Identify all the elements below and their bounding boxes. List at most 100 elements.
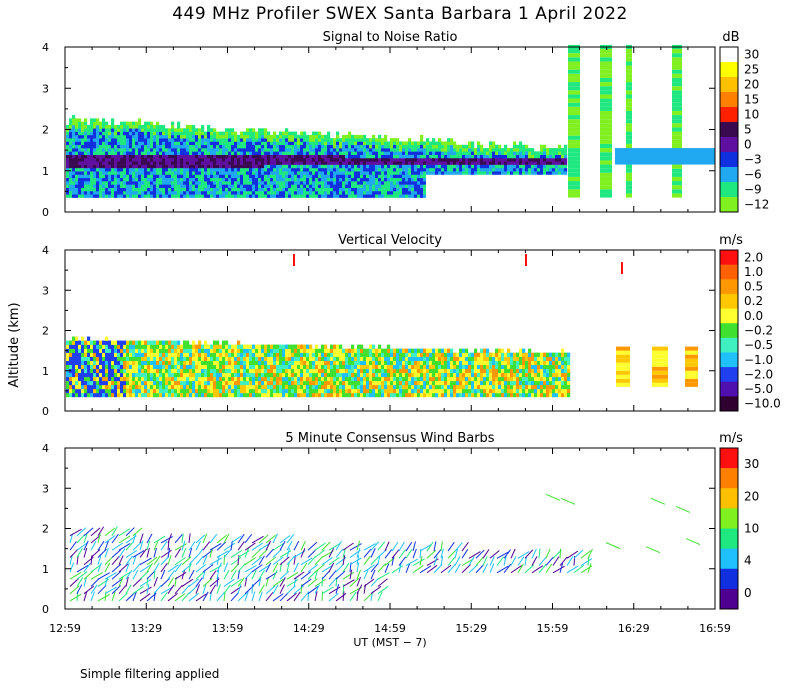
colorbar-label: 20 <box>744 78 759 92</box>
colorbar-label: 0 <box>744 586 752 600</box>
y-tick-label: 2 <box>42 325 49 338</box>
colorbar-swatch <box>720 107 738 123</box>
y-axis-label: Altitude (km) <box>7 302 22 387</box>
panel-title: 5 Minute Consensus Wind Barbs <box>285 431 494 446</box>
colorbar-label: 15 <box>744 93 759 107</box>
colorbar-swatch <box>720 528 738 550</box>
colorbar-swatch <box>720 548 738 570</box>
colorbar-label: 30 <box>744 457 759 471</box>
colorbar-swatch <box>720 152 738 168</box>
colorbar-label: −5.0 <box>744 382 773 396</box>
colorbar-frame <box>719 249 739 412</box>
colorbar-swatch <box>720 448 738 469</box>
panel-2: Vertical Velocity 0 1 2 3 4 m/s2.01.00.50.20.0… <box>42 233 781 418</box>
colorbar-label: 25 <box>744 63 759 77</box>
colorbar-swatch <box>720 337 738 353</box>
x-tick-label: 16:59 <box>699 622 731 635</box>
colorbar-label: −3 <box>744 153 762 167</box>
colorbar-label: −12 <box>744 198 769 212</box>
colorbar-label: −6 <box>744 168 762 182</box>
x-tick-label: 12:59 <box>49 622 81 635</box>
colorbar-label: 2.0 <box>744 250 763 264</box>
y-tick-label: 4 <box>42 244 49 257</box>
colorbar-swatch <box>720 468 738 489</box>
colorbar-label: −9 <box>744 183 762 197</box>
colorbar-label: 10 <box>744 108 759 122</box>
colorbar-units: dB <box>722 30 739 45</box>
colorbar-swatch <box>720 264 738 280</box>
colorbar-swatch <box>720 279 738 295</box>
x-axis-label: UT (MST − 7) <box>353 636 426 649</box>
y-tick-label: 0 <box>42 603 49 616</box>
colorbar-label: −0.5 <box>744 338 773 352</box>
colorbar-swatch <box>720 396 738 412</box>
colorbar-swatch <box>720 568 738 590</box>
colorbar-swatch <box>720 92 738 108</box>
x-tick-label: 13:29 <box>130 622 162 635</box>
colorbar-label: 10 <box>744 522 759 536</box>
x-tick-label: 14:29 <box>293 622 325 635</box>
colorbar-label: 30 <box>744 48 759 62</box>
y-tick-label: 3 <box>42 482 49 495</box>
colorbar-swatch <box>720 167 738 183</box>
colorbar-swatch <box>720 77 738 93</box>
colorbar-label: −10.0 <box>744 397 781 411</box>
x-tick-label: 16:29 <box>618 622 650 635</box>
colorbar-frame <box>719 46 739 213</box>
y-tick-label: 4 <box>42 442 49 455</box>
colorbar-label: −1.0 <box>744 353 773 367</box>
colorbar: m/s30 20 10 4 0 <box>719 431 759 610</box>
y-tick-label: 0 <box>42 206 49 219</box>
colorbar-swatch <box>720 62 738 78</box>
y-tick-label: 1 <box>42 165 49 178</box>
panel-data <box>66 44 715 198</box>
x-tick-label: 15:59 <box>537 622 569 635</box>
y-tick-label: 1 <box>42 563 49 576</box>
colorbar-swatch <box>720 197 738 213</box>
panel-title: Vertical Velocity <box>338 233 442 248</box>
colorbar-swatch <box>720 308 738 324</box>
panel-title: Signal to Noise Ratio <box>323 30 458 45</box>
colorbar-swatch <box>720 352 738 368</box>
colorbar-label: 1.0 <box>744 265 763 279</box>
colorbar-swatch <box>720 122 738 138</box>
y-tick-label: 2 <box>42 124 49 137</box>
colorbar-swatch <box>720 182 738 198</box>
colorbar-swatch <box>720 250 738 266</box>
colorbar-swatch <box>720 508 738 529</box>
x-tick-label: 14:59 <box>374 622 406 635</box>
colorbar-label: 5 <box>744 123 752 137</box>
colorbar-label: 0.5 <box>744 280 763 294</box>
colorbar-swatch <box>720 588 738 610</box>
colorbar-label: 0 <box>744 138 752 152</box>
colorbar-label: 0.0 <box>744 309 763 323</box>
colorbar-label: 20 <box>744 489 759 503</box>
x-tick-label: 15:29 <box>455 622 487 635</box>
y-tick-label: 1 <box>42 365 49 378</box>
filter-note: Simple filtering applied <box>80 667 220 681</box>
panel-data <box>69 493 701 602</box>
y-tick-label: 3 <box>42 284 49 297</box>
y-tick-label: 4 <box>42 41 49 54</box>
panel-3: 5 Minute Consensus Wind Barbs 0 1 2 3 4 m/s30 2… <box>42 431 759 616</box>
colorbar-swatch <box>720 488 738 509</box>
colorbar-label: −2.0 <box>744 367 773 381</box>
colorbar: m/s2.01.00.50.20.0−0.2−0.5−1.0−2.0−5.0−1… <box>719 233 781 412</box>
y-tick-label: 0 <box>42 405 49 418</box>
colorbar-label: −0.2 <box>744 324 773 338</box>
colorbar-frame <box>719 447 739 610</box>
panel-1: Signal to Noise Ratio01234dB302520151050… <box>42 30 769 219</box>
colorbar-swatch <box>720 293 738 310</box>
colorbar-label: 4 <box>744 554 752 568</box>
colorbar-swatch <box>720 381 738 397</box>
colorbar-swatch <box>720 323 738 339</box>
colorbar-swatch <box>720 367 738 383</box>
y-tick-label: 3 <box>42 82 49 95</box>
colorbar-label: 0.2 <box>744 294 763 308</box>
colorbar-units: m/s <box>719 431 743 446</box>
panel-data <box>66 254 698 398</box>
colorbar-units: m/s <box>719 233 743 248</box>
x-tick-label: 13:59 <box>212 622 244 635</box>
